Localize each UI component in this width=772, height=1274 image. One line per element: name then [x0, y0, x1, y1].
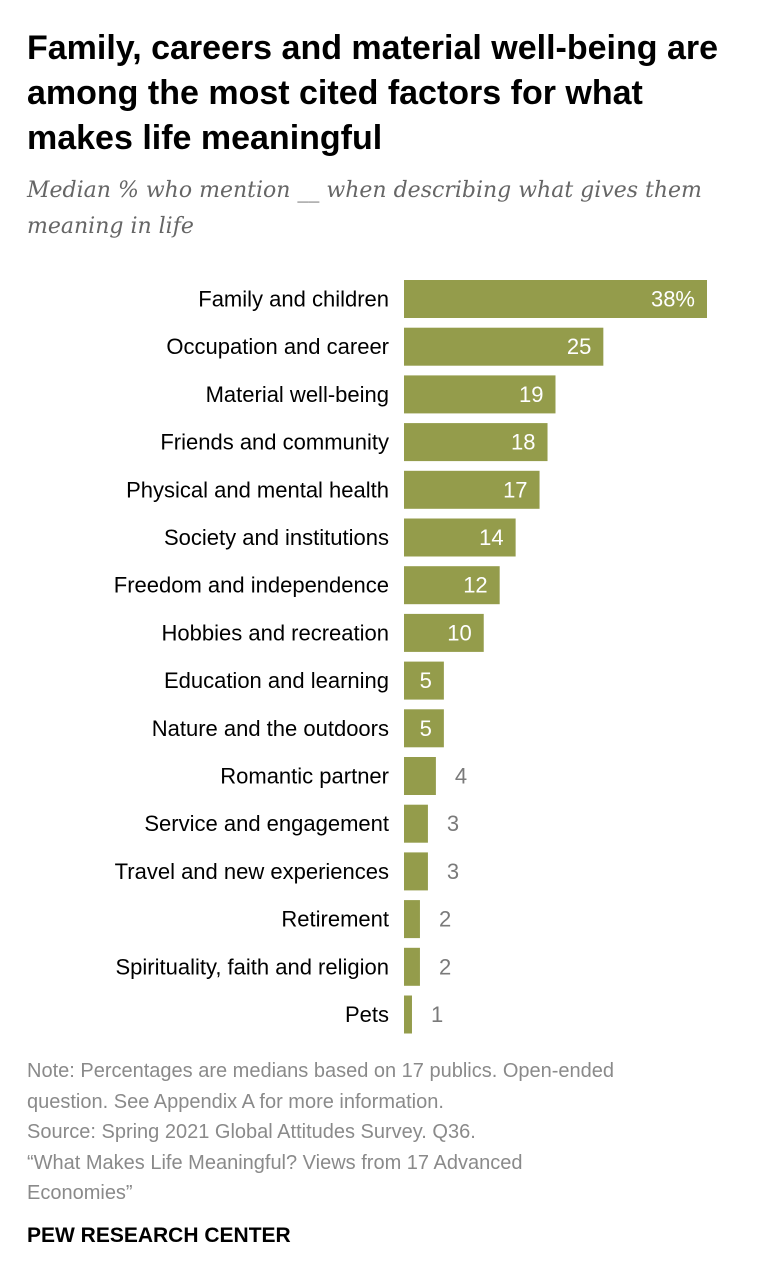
- category-label: Society and institutions: [164, 525, 389, 550]
- value-label: 10: [447, 620, 471, 645]
- source-line: Source: Spring 2021 Global Attitudes Sur…: [27, 1121, 476, 1143]
- category-label: Education and learning: [164, 668, 389, 693]
- category-label: Nature and the outdoors: [152, 716, 389, 741]
- bar-chart: Family and children 38% Occupation and car…: [114, 280, 707, 1034]
- category-label: Physical and mental health: [126, 477, 389, 502]
- value-label: 2: [439, 954, 451, 979]
- bar: [404, 566, 500, 605]
- category-label: Friends and community: [160, 430, 389, 455]
- bar: [404, 375, 556, 414]
- category-label: Travel and new experiences: [115, 859, 389, 884]
- bar: [404, 613, 484, 652]
- note-line: Note: Percentages are medians based on 1…: [27, 1060, 615, 1082]
- bar: [404, 757, 436, 795]
- category-label: Spirituality, faith and religion: [115, 954, 389, 979]
- category-label: Material well-being: [206, 382, 389, 407]
- value-label: 4: [455, 764, 467, 789]
- category-label: Retirement: [281, 907, 389, 932]
- source-line: “What Makes Life Meaningful? Views from …: [27, 1151, 523, 1174]
- bar: [404, 280, 707, 318]
- category-label: Pets: [345, 1002, 389, 1027]
- category-label: Freedom and independence: [114, 573, 389, 598]
- value-label: 38%: [651, 287, 695, 312]
- bar: [404, 900, 420, 939]
- category-label: Service and engagement: [144, 811, 389, 836]
- bar: [404, 423, 548, 462]
- value-label: 5: [420, 716, 432, 741]
- value-label: 25: [567, 334, 591, 359]
- bar: [404, 947, 420, 986]
- category-label: Family and children: [198, 287, 389, 312]
- footnote: Note: Percentages are medians based on 1…: [27, 1056, 747, 1209]
- bar: [404, 518, 516, 557]
- value-label: 3: [447, 859, 459, 884]
- value-label: 3: [447, 811, 459, 836]
- chart-subtitle: Median % who mention __ when describing …: [27, 178, 702, 239]
- bars-group: Family and children 38% Occupation and car…: [114, 280, 707, 1034]
- bar: [404, 804, 428, 843]
- value-label: 5: [420, 668, 432, 693]
- source-line: Economies”: [27, 1182, 133, 1204]
- note-line: question. See Appendix A for more inform…: [27, 1090, 444, 1113]
- category-label: Occupation and career: [166, 334, 389, 359]
- bar: [404, 327, 604, 366]
- value-label: 1: [431, 1002, 443, 1027]
- value-label: 19: [519, 382, 543, 407]
- bar: [404, 995, 412, 1034]
- bar: [404, 852, 428, 891]
- value-label: 2: [439, 907, 451, 932]
- bar: [404, 661, 444, 700]
- value-label: 12: [463, 573, 487, 598]
- category-label: Romantic partner: [220, 764, 389, 789]
- category-label: Hobbies and recreation: [162, 620, 389, 645]
- value-label: 14: [479, 525, 503, 550]
- brand-logo-text: PEW RESEARCH CENTER: [27, 1224, 291, 1247]
- value-label: 18: [511, 430, 535, 455]
- bar: [404, 709, 444, 748]
- chart-title: Family, careers and material well-being …: [27, 29, 719, 157]
- value-label: 17: [503, 477, 527, 502]
- bar: [404, 470, 540, 509]
